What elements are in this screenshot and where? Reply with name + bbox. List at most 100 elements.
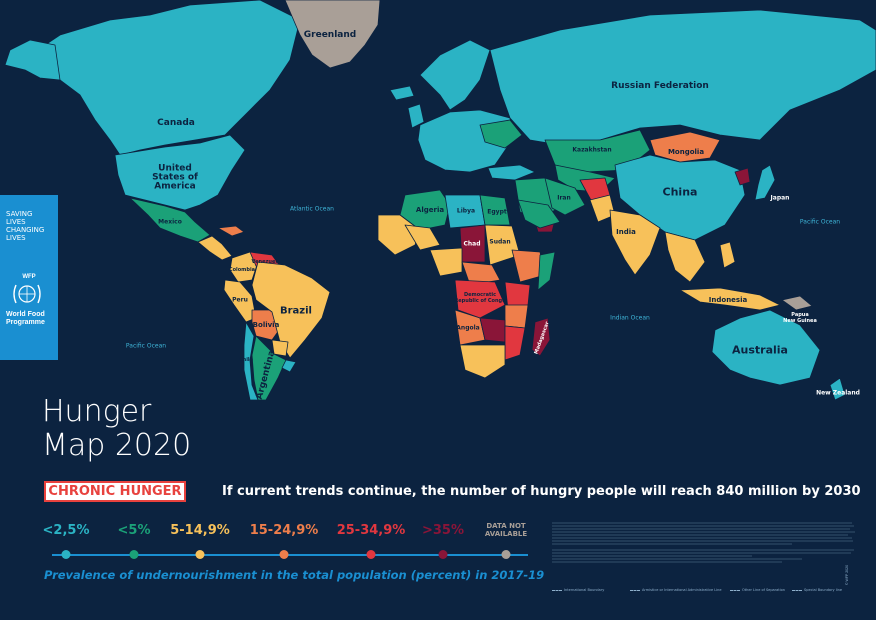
world-map [5, 0, 876, 400]
usa-shape [114, 134, 246, 211]
legend-label: >35% [421, 523, 465, 538]
map-title: Hunger Map 2020 [42, 395, 191, 463]
footnotes-texture [552, 522, 855, 563]
legend-label: <2,5% [42, 523, 90, 538]
footnotes-block [552, 522, 857, 584]
mali-shape [404, 224, 441, 251]
legend-dot [279, 550, 289, 559]
boundary-key-label: Other Line of Separation [742, 588, 785, 592]
australia-shape [711, 309, 821, 386]
china-shape [614, 154, 746, 241]
label-atlantic-ocean: Atlantic Ocean [290, 205, 334, 213]
ukraine-shape [479, 119, 523, 149]
north-korea-shape [734, 167, 751, 186]
peru-shape [223, 279, 257, 323]
boundary-key-item: Special Boundary line [792, 588, 842, 592]
label-pacific-ocean-west: Pacific Ocean [125, 342, 167, 350]
iceland-shape [389, 85, 415, 101]
mongolia-shape [649, 131, 721, 163]
boundary-key-label: International Boundary [564, 588, 605, 592]
india-shape [609, 209, 661, 276]
label-pacific-ocean-east: Pacific Ocean [799, 218, 841, 226]
uruguay-shape [281, 359, 297, 373]
boundary-key: International Boundary Armistice or Inte… [552, 588, 852, 596]
russia-shape [489, 9, 876, 146]
wfp-brand-panel: SAVING LIVES CHANGING LIVES WFP World Fo… [0, 195, 58, 360]
legend-label: 5-14,9% [170, 523, 230, 538]
boundary-key-item: Armistice or International Administrativ… [630, 588, 722, 592]
legend-label: 25-34,9% [336, 523, 406, 538]
label-greenland: Greenland [303, 30, 357, 40]
legend-dot [366, 550, 376, 559]
label-libya: Libya [456, 207, 476, 215]
label-colombia: Colombia [228, 267, 256, 273]
chronic-hunger-badge: CHRONIC HUNGER [44, 481, 186, 502]
mexico-shape [129, 197, 211, 243]
legend-dot [438, 550, 448, 559]
wfp-name-line: Programme [6, 319, 45, 326]
label-papua-new-guinea: Papua New Guinea [783, 312, 817, 324]
nigeria-shape [429, 247, 463, 277]
wfp-name-line: World Food [6, 311, 45, 318]
madagascar-shape [531, 317, 551, 357]
japan-shape [754, 164, 776, 201]
label-peru: Peru [232, 296, 248, 304]
label-mexico: Mexico [158, 218, 182, 226]
boundary-key-item: Other Line of Separation [730, 588, 785, 592]
label-australia: Australia [732, 343, 788, 357]
label-indonesia: Indonesia [708, 296, 748, 304]
somalia-shape [537, 251, 556, 291]
wfp-tagline-line: SAVING [6, 210, 33, 218]
label-indian-ocean: Indian Ocean [610, 314, 650, 322]
greenland-shape [284, 0, 381, 69]
label-india: India [616, 228, 636, 236]
indonesia-shape [679, 287, 781, 311]
label-chad: Chad [463, 240, 481, 248]
legend-label: <5% [117, 523, 151, 538]
wfp-wheat-globe-icon [13, 284, 41, 304]
scandinavia-shape [419, 39, 491, 111]
legend-dot [195, 550, 205, 559]
chile-shape [243, 321, 259, 400]
wfp-acronym: WFP [22, 274, 36, 280]
label-usa: United States of America [152, 163, 198, 192]
dr-congo-shape [454, 279, 506, 319]
tanzania-shape [504, 304, 529, 329]
philippines-shape [719, 241, 736, 269]
label-japan: Japan [770, 194, 790, 202]
new-zealand-shape [829, 377, 846, 400]
southern-africa-shape [459, 344, 506, 379]
legend-label: DATA NOT AVAILABLE [484, 522, 528, 538]
boundary-key-item: International Boundary [552, 588, 604, 592]
boundary-key-label: Special Boundary line [804, 588, 843, 592]
title-line-1: Hunger [42, 394, 152, 429]
label-canada: Canada [157, 118, 195, 128]
label-mongolia: Mongolia [667, 148, 705, 156]
wfp-tagline-line: LIVES [6, 218, 26, 226]
label-dr-congo: Democratic Republic of Congo [454, 292, 506, 304]
central-america-shape [197, 235, 233, 261]
legend-scale-line [52, 554, 528, 556]
label-chile: Chile [238, 357, 254, 363]
label-china: China [662, 185, 698, 199]
label-angola: Angola [456, 324, 480, 332]
wfp-tagline-line: CHANGING [6, 226, 45, 234]
label-egypt: Egypt [487, 208, 507, 216]
headline: If current trends continue, the number o… [222, 484, 861, 499]
label-venezuela: Venezuela [251, 259, 281, 265]
legend-caption: Prevalence of undernourishment in the to… [44, 568, 545, 582]
label-bolivia: Bolivia [252, 321, 280, 329]
papua-new-guinea-shape [781, 295, 813, 311]
se-asia-shape [664, 231, 706, 283]
arabia-shape [517, 199, 561, 229]
wfp-name: World Food Programme [6, 311, 45, 327]
title-line-2: Map 2020 [42, 428, 192, 463]
legend-dot [61, 550, 71, 559]
label-sudan: Sudan [489, 238, 511, 246]
legend-dot [501, 550, 511, 559]
paraguay-shape [271, 339, 289, 357]
brazil-shape [251, 261, 331, 359]
caribbean-shape [217, 225, 245, 237]
boundary-key-label: Armistice or International Administrativ… [642, 588, 722, 592]
label-iran: Iran [557, 194, 571, 202]
